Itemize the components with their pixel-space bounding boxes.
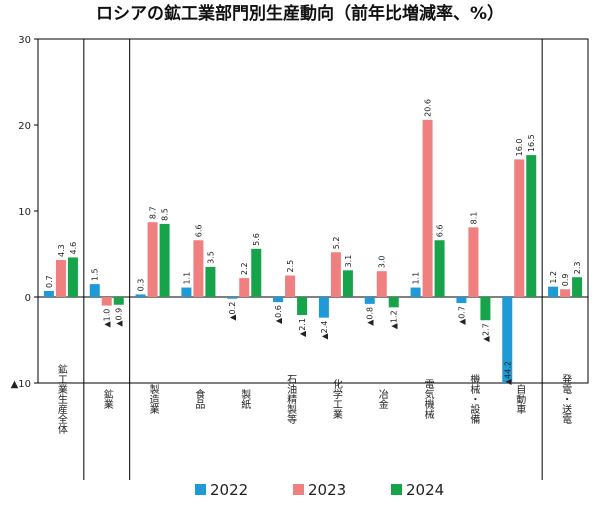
y-tick-label: 10 [18,207,31,218]
value-label-2024-4: 5.6 [252,233,261,246]
bar-2023-5 [285,275,296,297]
y-tick-label: 0 [25,293,31,304]
value-label-2022-0: 0.7 [45,275,54,288]
category-label-2: 製造業 [147,383,159,415]
value-label-2022-10: ▲44.2 [503,361,512,385]
bar-2024-8 [434,240,445,297]
category-label-8: 電気機械 [422,379,434,420]
value-label-2024-11: 2.3 [573,261,582,274]
category-label-11: 発電・送電 [560,373,572,424]
legend-label-2022: 2022 [210,481,248,499]
value-label-2022-3: 1.1 [182,272,191,285]
bar-2022-11 [548,286,559,297]
value-label-2023-10: 16.0 [515,139,524,157]
value-label-2024-8: 6.6 [436,225,445,238]
bar-2024-1 [113,297,124,305]
bar-2024-3 [205,266,216,297]
category-label-10: 自動車 [514,383,526,415]
y-tick-label: ▲10 [11,379,31,390]
category-label-0: 鉱工業生産全体 [55,363,67,435]
value-label-2024-10: 16.5 [527,134,536,152]
legend-swatch-2023 [293,484,304,495]
bar-2022-3 [181,287,192,297]
bar-2024-0 [67,257,78,297]
bar-2022-2 [135,294,146,297]
category-label-9: 機械・設備 [468,373,480,425]
bar-2024-9 [480,297,491,321]
value-label-2024-1: ▲0.9 [115,308,124,327]
value-label-2023-7: 3.0 [378,255,387,268]
y-tick-label: 20 [18,121,31,132]
bar-2023-6 [330,252,341,297]
bar-2024-7 [388,297,399,308]
value-label-2024-3: 3.5 [206,251,215,264]
bar-2022-6 [318,297,329,318]
bar-2022-8 [410,287,421,297]
category-label-6: 化学工業 [330,378,342,420]
bar-2022-7 [364,297,375,304]
bar-2022-4 [227,297,238,299]
value-label-2022-5: ▲0.6 [274,305,283,324]
bar-2023-3 [193,240,204,297]
legend-swatch-2022 [195,484,206,495]
category-label-7: 冶金 [376,388,388,409]
value-label-2024-2: 8.5 [161,208,170,221]
value-label-2024-7: ▲1.2 [390,310,399,329]
bar-2023-8 [422,119,433,297]
bar-2024-4 [251,248,262,297]
plot-area: 30 20 10 0 ▲10 0.7 1.5 0.3 1.1 ▲0.2 ▲0.6 ▲2.4 ▲0.8 1.… [11,35,589,480]
bar-2022-5 [273,297,284,303]
chart-title: ロシアの鉱工業部門別生産動向（前年比増減率、%） [96,3,504,24]
value-label-2023-3: 6.6 [194,225,203,238]
value-label-2024-9: ▲2.7 [481,323,490,342]
value-label-2023-4: 2.2 [240,262,249,275]
value-label-2024-0: 4.6 [69,242,78,255]
bar-2023-7 [376,271,387,297]
bar-2023-9 [468,227,479,297]
category-label-5: 石油精製等 [285,374,297,424]
legend: 2022 2023 2024 [195,481,444,499]
bar-2023-2 [147,222,158,297]
bar-2024-10 [526,155,537,297]
value-label-2024-5: ▲2.1 [298,318,307,337]
value-label-2022-7: ▲0.8 [366,307,375,326]
bar-2022-9 [456,297,467,304]
value-label-2022-8: 1.1 [412,272,421,285]
value-label-2022-1: 1.5 [91,268,100,281]
bar-2024-11 [572,277,583,297]
value-label-2023-8: 20.6 [424,99,433,117]
legend-label-2024: 2024 [406,481,444,499]
value-label-2022-2: 0.3 [137,279,146,292]
category-label-1: 鉱業 [101,388,113,410]
value-label-2022-11: 1.2 [549,271,558,284]
value-label-2023-9: 8.1 [469,212,478,225]
legend-swatch-2024 [391,484,402,495]
bar-2022-10 [502,297,513,383]
bar-2022-1 [89,284,100,297]
value-label-2023-0: 4.3 [57,244,66,257]
value-label-2022-9: ▲0.7 [457,306,466,325]
legend-label-2023: 2023 [308,481,346,499]
value-label-2023-2: 8.7 [149,206,158,219]
value-label-2023-6: 5.2 [332,237,341,250]
category-label-3: 食品 [193,388,205,410]
bar-2023-11 [560,289,571,297]
value-label-2023-11: 0.9 [561,274,570,287]
value-label-2024-6: 3.1 [344,255,353,268]
bar-2023-10 [514,159,525,297]
bar-2024-2 [159,223,170,297]
value-label-2023-1: ▲1.0 [103,309,112,328]
category-label-4: 製紙 [239,388,251,410]
bar-2023-1 [101,297,112,306]
bar-2022-0 [43,290,54,297]
bar-2024-5 [297,297,308,316]
bar-2023-0 [55,260,66,297]
value-label-2023-5: 2.5 [286,260,295,273]
value-label-2022-6: ▲2.4 [320,321,329,340]
y-tick-label: 30 [18,35,31,46]
bar-2024-6 [342,270,353,297]
bar-2023-4 [239,278,250,297]
value-label-2022-4: ▲0.2 [228,302,237,321]
